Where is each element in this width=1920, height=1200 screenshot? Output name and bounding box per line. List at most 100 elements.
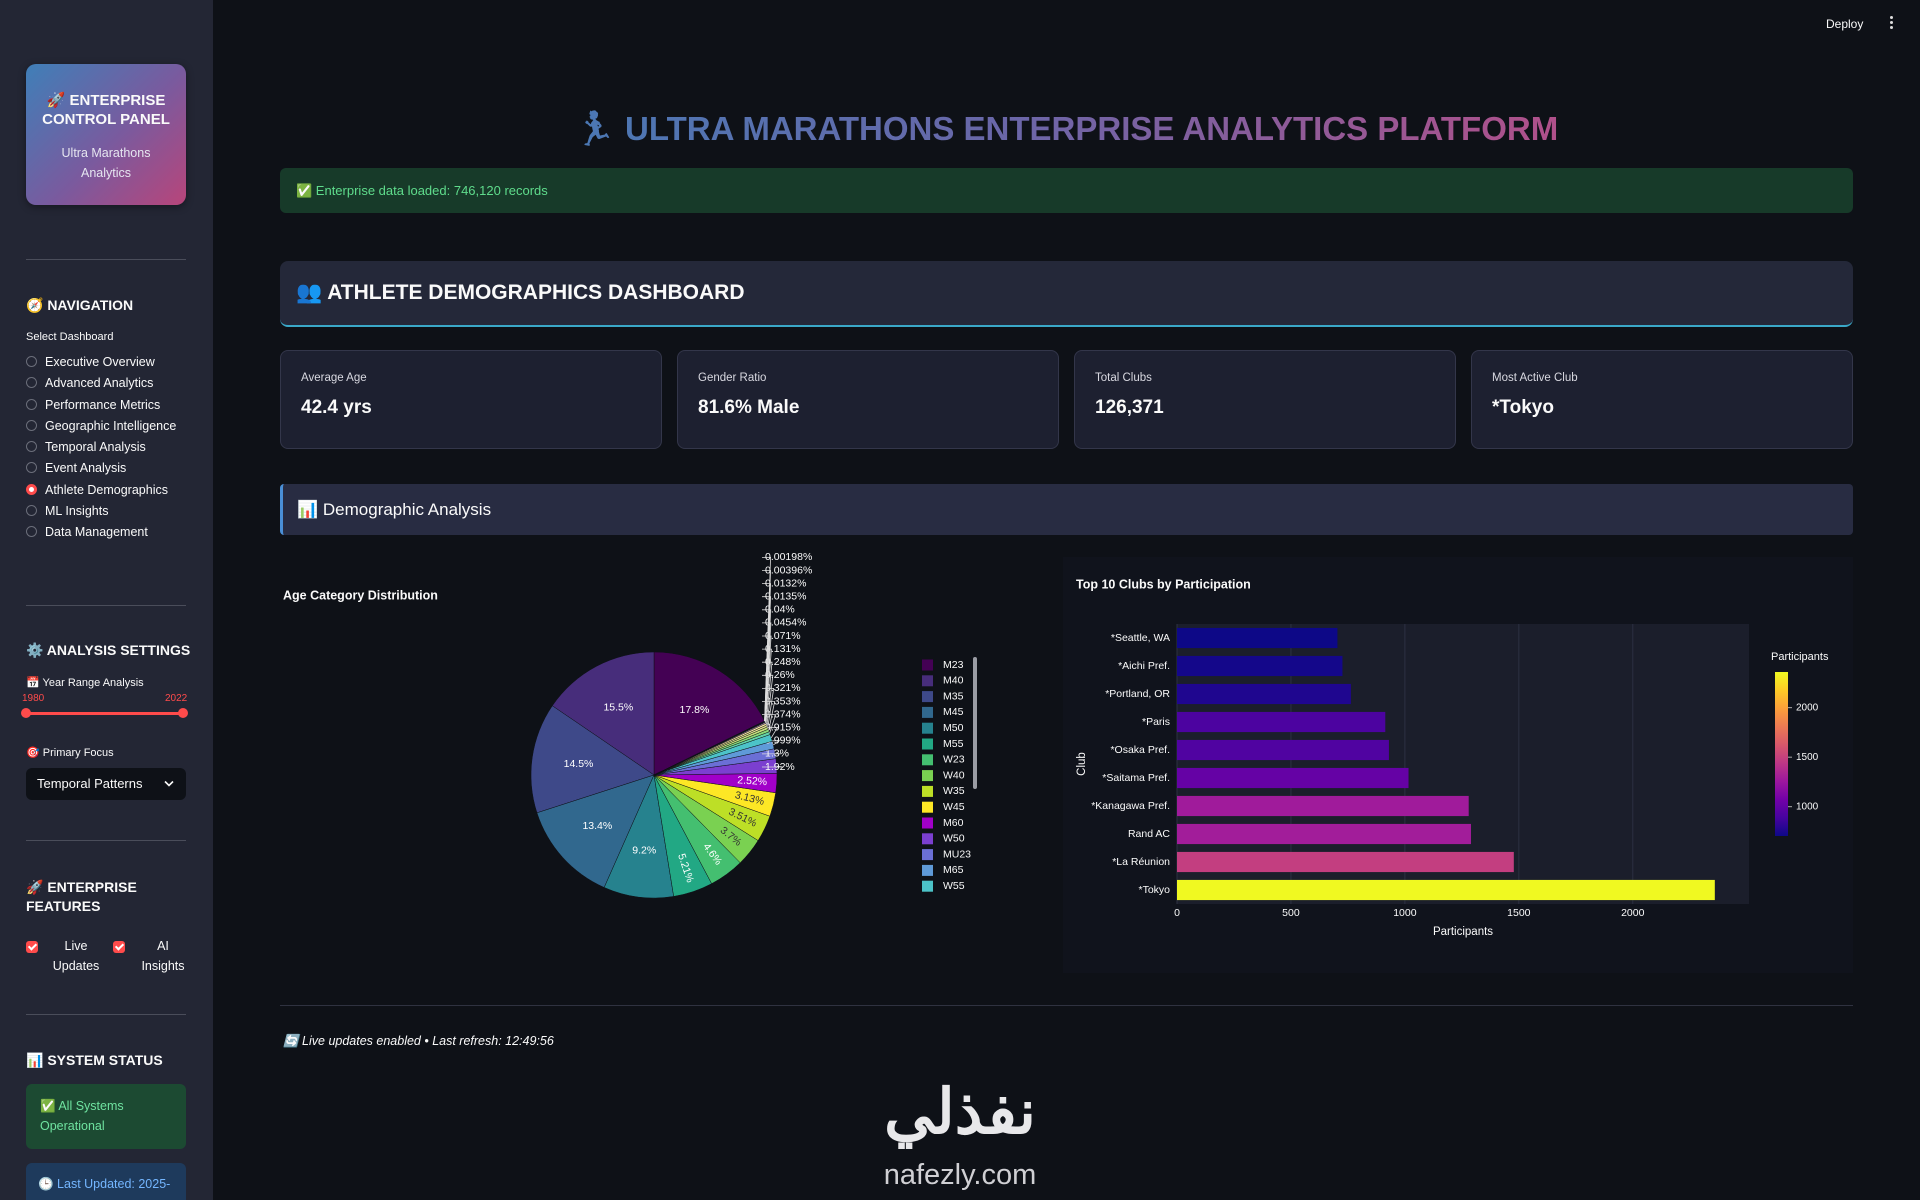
watermark-logo: نفذلي (884, 1078, 1036, 1147)
updated-text: 🕒 Last Updated: 2025- (38, 1177, 171, 1191)
legend-label: W55 (943, 880, 965, 892)
radio-group: Executive Overview Advanced Analytics Perf… (26, 352, 196, 544)
radio-option[interactable]: Performance Metrics (26, 395, 196, 416)
menu-icon[interactable] (1890, 16, 1893, 31)
slice-label: 1.3% (765, 748, 789, 760)
radio-option[interactable]: Temporal Analysis (26, 437, 196, 458)
legend-label: W40 (943, 769, 965, 781)
divider (26, 605, 186, 606)
slice-label: 0.04% (765, 604, 795, 616)
legend-swatch (922, 738, 933, 750)
section-heading: 📊 SYSTEM STATUS (26, 1052, 163, 1068)
radio-dot (26, 462, 37, 474)
leader-line (762, 557, 771, 722)
legend-swatch (922, 785, 933, 797)
field-label: 📅 Year Range Analysis (26, 677, 144, 689)
radio-dot (26, 441, 37, 453)
legend-label: M35 (943, 690, 964, 702)
colorbar-tick-label: 1500 (1796, 752, 1819, 763)
status-text: ✅ All Systems Operational (40, 1099, 124, 1133)
slice-label: 0.26% (765, 669, 795, 681)
bar (1177, 655, 1343, 677)
radio-option[interactable]: Advanced Analytics (26, 373, 196, 394)
y-tick-label: *Portland, OR (1105, 688, 1170, 700)
checkbox-label: Live Updates (52, 939, 100, 973)
legend-swatch (922, 770, 933, 782)
select-value: Temporal Patterns (37, 776, 143, 791)
chart-title: Age Category Distribution (283, 588, 438, 602)
checkbox-option[interactable]: AI Insights (113, 937, 191, 976)
metric-card: Total Clubs 126,371 (1074, 350, 1456, 449)
legend-swatch (922, 754, 933, 766)
legend-swatch (922, 864, 933, 876)
radio-label: ML Insights (45, 504, 109, 519)
range-min-label: 1980 (22, 693, 45, 704)
field-label: 🎯 Primary Focus (26, 747, 114, 759)
section-header: 👥 ATHLETE DEMOGRAPHICS DASHBOARD (280, 261, 1853, 327)
colorbar-tick-label: 1000 (1796, 801, 1819, 812)
x-tick-label: 1500 (1507, 907, 1531, 919)
legend-swatch (922, 691, 933, 703)
metric-card: Average Age 42.4 yrs (280, 350, 662, 449)
slider-thumb[interactable] (21, 708, 31, 718)
radio-option[interactable]: ML Insights (26, 501, 196, 522)
legend-scrollbar (973, 657, 977, 789)
slice-label: 14.5% (564, 758, 594, 770)
success-notice: ✅ Enterprise data loaded: 746,120 record… (280, 168, 1853, 213)
y-tick-label: *Osaka Pref. (1110, 744, 1170, 756)
updated-box: 🕒 Last Updated: 2025- (26, 1163, 186, 1200)
slice-label: 17.8% (680, 704, 710, 716)
bar (1177, 683, 1351, 705)
radio-option[interactable]: Athlete Demographics (26, 480, 196, 501)
radio-option[interactable]: Geographic Intelligence (26, 416, 196, 437)
legend-swatch (922, 801, 933, 813)
slice-label: 9.2% (632, 844, 656, 856)
divider (26, 840, 186, 841)
select-box[interactable]: Temporal Patterns (26, 768, 186, 800)
radio-dot (26, 483, 37, 495)
radio-option[interactable]: Event Analysis (26, 458, 196, 479)
subsection-header: 📊 Demographic Analysis (280, 484, 1853, 535)
slice-label: 0.353% (765, 695, 801, 707)
slider-thumb[interactable] (178, 708, 188, 718)
bar (1177, 823, 1471, 845)
range-slider[interactable] (26, 712, 183, 715)
pie-slice (536, 774, 655, 888)
radio-option[interactable]: Data Management (26, 522, 196, 543)
slice-label: 0.00396% (765, 564, 812, 576)
legend-swatch (922, 659, 933, 671)
field-label: Select Dashboard (26, 331, 114, 343)
radio-label: Event Analysis (45, 461, 127, 476)
slice-label: 0.915% (765, 721, 801, 733)
metric-label: Average Age (301, 372, 367, 384)
radio-option[interactable]: Executive Overview (26, 352, 196, 373)
legend-label: W23 (943, 754, 965, 766)
metric-value: 81.6% Male (698, 397, 800, 418)
radio-dot (26, 419, 37, 431)
legend-label: MU23 (943, 848, 971, 860)
legend-swatch (922, 675, 933, 687)
slice-label: 13.4% (582, 820, 612, 832)
charts: Age Category Distribution 17.8% 15.5% 14.5%… (283, 551, 1829, 939)
bar (1177, 627, 1338, 649)
legend-swatch (922, 706, 933, 718)
slice-label: 0.374% (765, 708, 801, 720)
checkbox (26, 941, 38, 953)
leader-line (762, 714, 777, 734)
checkbox-option[interactable]: Live Updates (26, 937, 104, 976)
y-tick-label: *Paris (1142, 716, 1170, 728)
slice-label: 1.92% (765, 761, 795, 773)
legend-swatch (922, 849, 933, 861)
control-panel-card: 🚀 ENTERPRISE CONTROL PANEL Ultra Maratho… (26, 64, 186, 205)
divider (26, 259, 186, 260)
legend-label: M65 (943, 864, 964, 876)
radio-label: Temporal Analysis (45, 440, 146, 455)
leader-line (762, 648, 772, 723)
metric-card: Most Active Club *Tokyo (1471, 350, 1853, 449)
checkbox (113, 941, 125, 953)
pie-slice (653, 651, 765, 776)
bar (1177, 711, 1386, 733)
radio-dot (26, 526, 37, 538)
deploy-button[interactable]: Deploy (1826, 17, 1864, 31)
legend-label: M45 (943, 706, 964, 718)
